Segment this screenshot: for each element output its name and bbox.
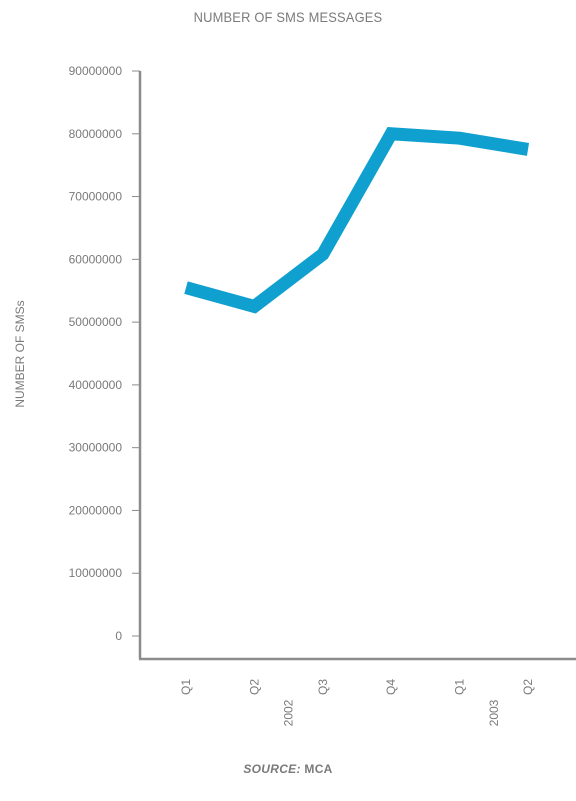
y-tick-label: 80000000 [69, 127, 123, 141]
series-line [184, 127, 530, 314]
x-tick-label: Q4 [384, 679, 398, 695]
y-tick-label: 90000000 [69, 64, 123, 78]
data-point [528, 149, 529, 150]
y-tick-label: 30000000 [69, 441, 123, 455]
x-axis: Q1 Q2 Q3 Q4 Q1 Q2 2002 2003 [139, 657, 576, 726]
data-point [322, 254, 323, 255]
chart-title: NUMBER OF SMS MESSAGES [193, 9, 383, 25]
series-group [184, 127, 530, 314]
y-tick-label: 40000000 [69, 378, 123, 392]
x-tick-label: Q1 [453, 679, 467, 695]
x-tick-label: Q2 [247, 679, 261, 695]
x-tick-label: Q3 [316, 679, 330, 695]
data-point [459, 138, 460, 139]
x-group-label: 2003 [487, 699, 501, 726]
source-label: SOURCE: [243, 762, 301, 776]
y-tick-label: 10000000 [69, 566, 123, 580]
y-tick-label: 20000000 [69, 503, 123, 517]
source-note: SOURCE: MCA [0, 762, 576, 776]
x-group-label: 2002 [282, 699, 296, 726]
y-axis-label: NUMBER OF SMSs [13, 300, 27, 407]
y-tick-label: 0 [115, 629, 122, 643]
y-tick-label: 70000000 [69, 190, 123, 204]
data-point [254, 306, 255, 307]
data-point [391, 133, 392, 134]
y-axis: 0 10000000 20000000 30000000 40000000 5000000… [69, 64, 142, 659]
y-tick-label: 60000000 [69, 252, 123, 266]
x-tick-label: Q2 [521, 679, 535, 695]
y-tick-label: 50000000 [69, 315, 123, 329]
data-point [186, 287, 187, 288]
source-value: MCA [304, 762, 333, 776]
x-tick-label: Q1 [179, 679, 193, 695]
